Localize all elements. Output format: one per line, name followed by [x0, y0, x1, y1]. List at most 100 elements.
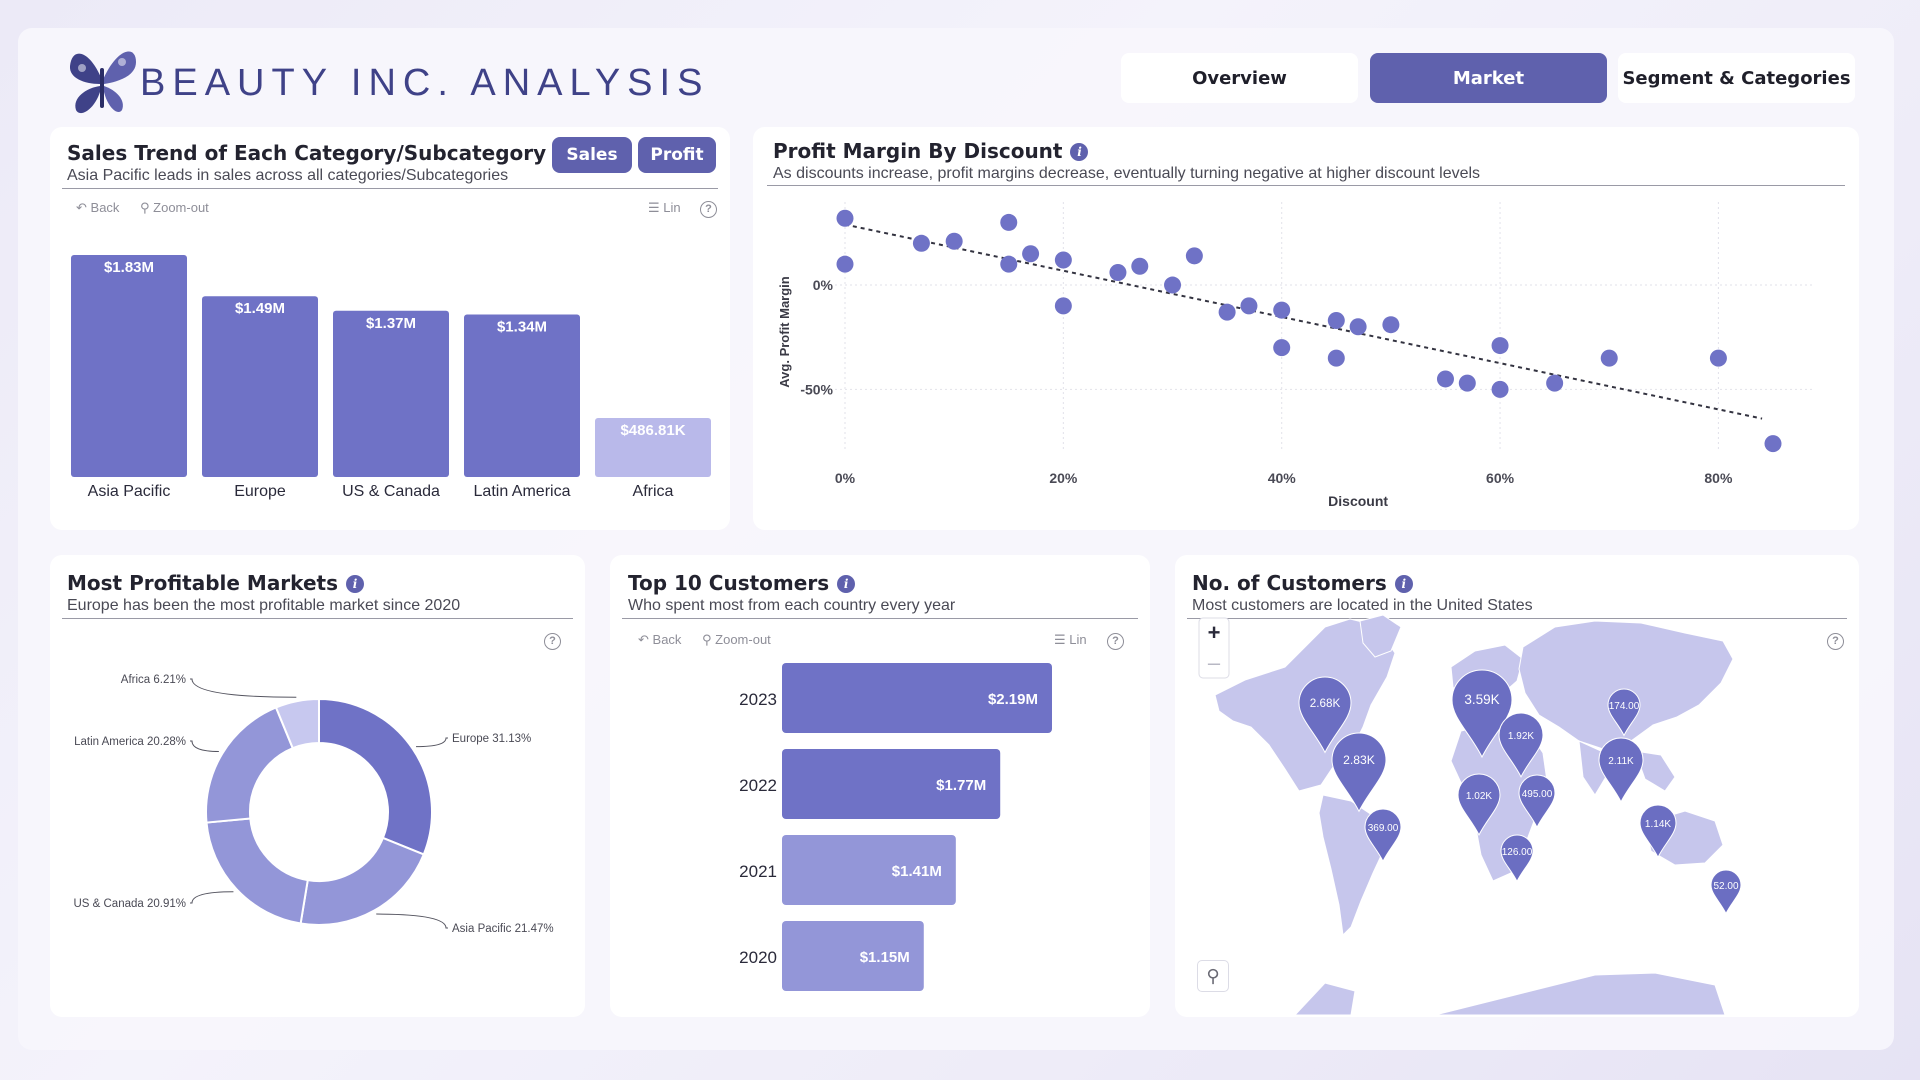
scatter-point[interactable] [1491, 380, 1509, 398]
help-icon[interactable]: ? [1827, 633, 1844, 650]
scatter-point[interactable] [1709, 349, 1727, 367]
scatter-point[interactable] [1764, 435, 1782, 453]
bar-latin-america[interactable] [464, 314, 580, 477]
map-pin-label: 495.00 [1522, 789, 1553, 800]
map-pin-label: 174.00 [1609, 701, 1640, 712]
tab-segment-categories[interactable]: Segment & Categories [1618, 53, 1855, 103]
zoom-out-label: Zoom-out [153, 200, 209, 215]
bar-year-2021[interactable] [782, 835, 956, 905]
bar-us-canada[interactable] [333, 310, 449, 477]
scatter-point[interactable] [912, 234, 930, 252]
tab-overview[interactable]: Overview [1121, 53, 1358, 103]
bar-year-2023[interactable] [782, 663, 1052, 733]
location-pin-icon[interactable]: ⚲ [1197, 960, 1229, 992]
map-pin-icon[interactable] [1498, 712, 1544, 778]
leader-line [190, 740, 219, 752]
leader-line [190, 891, 234, 904]
zoom-out-button[interactable]: ⚲ Zoom-out [140, 200, 209, 216]
map-pin-icon[interactable] [1451, 669, 1513, 759]
scatter-point[interactable] [1436, 370, 1454, 388]
map-pin-label: 126.00 [1502, 847, 1533, 858]
back-button[interactable]: ↶ Back [638, 632, 681, 648]
map-pin-icon[interactable] [1500, 834, 1534, 883]
bar-year-label: 2022 [739, 776, 777, 795]
info-icon[interactable]: i [345, 575, 364, 593]
sales-toggle-button[interactable]: Sales [552, 137, 632, 173]
map-pin-icon[interactable] [1710, 869, 1742, 915]
world-map[interactable]: 2.68K 2.83K 3.59K 1.92K 174.00 2.11K 1.02K 495.… [1175, 555, 1859, 1017]
bar-category-label: Asia Pacific [88, 483, 171, 500]
scatter-point[interactable] [1273, 301, 1291, 319]
donut-slice-europe[interactable] [318, 697, 433, 856]
top-customers-title: Top 10 Customers i [628, 571, 856, 595]
bar-africa[interactable] [595, 417, 711, 477]
scatter-point[interactable] [1022, 245, 1040, 263]
bar-year-2020[interactable] [782, 921, 924, 991]
bar-year-2022[interactable] [782, 749, 1001, 819]
map-pin-icon[interactable] [1457, 773, 1501, 837]
profit-margin-title-text: Profit Margin By Discount [773, 139, 1063, 163]
bar-value-label: $1.83M [104, 259, 154, 276]
scatter-point[interactable] [1491, 337, 1509, 355]
map-pin-icon[interactable] [1364, 808, 1402, 863]
info-icon[interactable]: i [1394, 575, 1413, 593]
back-button[interactable]: ↶ Back [76, 200, 119, 216]
scatter-point[interactable] [945, 232, 963, 250]
scatter-point[interactable] [1109, 264, 1127, 282]
help-icon[interactable]: ? [1107, 633, 1124, 650]
scatter-point[interactable] [1600, 349, 1618, 367]
map-pin-label: 3.59K [1464, 692, 1499, 707]
scatter-point[interactable] [1349, 318, 1367, 336]
list-toggle-button[interactable]: ☰ Lin [648, 200, 681, 216]
scatter-point[interactable] [836, 255, 854, 273]
scatter-point[interactable] [1546, 374, 1564, 392]
map-zoom-in-button[interactable]: + [1207, 620, 1221, 645]
profit-toggle-button[interactable]: Profit [638, 137, 716, 173]
scatter-point[interactable] [1273, 339, 1291, 357]
scatter-point[interactable] [1240, 297, 1258, 315]
scatter-point[interactable] [1131, 257, 1149, 275]
profitable-markets-donut: Europe 31.13% Asia Pacific 21.47% US & Can… [73, 674, 553, 935]
scatter-point[interactable] [1327, 312, 1345, 330]
x-tick-label: 60% [1486, 470, 1515, 486]
bar-asia-pacific[interactable] [71, 255, 187, 477]
donut-slice-africa[interactable] [274, 697, 320, 750]
scatter-point[interactable] [1218, 303, 1236, 321]
donut-slice-us-canada[interactable] [205, 817, 309, 925]
scatter-point[interactable] [1054, 297, 1072, 315]
map-pin-icon[interactable] [1331, 732, 1387, 813]
donut-slice-latin-america[interactable] [205, 706, 295, 824]
scatter-point[interactable] [1000, 255, 1018, 273]
tab-market[interactable]: Market [1370, 53, 1607, 103]
scatter-point[interactable] [1185, 247, 1203, 265]
top-customers-title-text: Top 10 Customers [628, 571, 830, 595]
donut-slice-asia-pacific[interactable] [299, 836, 426, 926]
map-pin-icon[interactable] [1298, 676, 1352, 754]
bar-value-label: $1.15M [860, 949, 910, 966]
info-icon[interactable]: i [1070, 143, 1089, 161]
bar-europe[interactable] [202, 296, 318, 477]
profitable-markets-title: Most Profitable Markets i [67, 571, 364, 595]
map-pin-icon[interactable] [1607, 688, 1641, 737]
map-zoom-out-button[interactable]: – [1207, 650, 1221, 675]
list-toggle-button[interactable]: ☰ Lin [1054, 632, 1087, 648]
help-icon[interactable]: ? [544, 633, 561, 650]
bar-category-label: US & Canada [342, 483, 440, 500]
donut-label: Latin America 20.28% [74, 736, 186, 748]
scatter-point[interactable] [1164, 276, 1182, 294]
info-icon[interactable]: i [837, 575, 856, 593]
scatter-point[interactable] [1327, 349, 1345, 367]
bar-value-label: $486.81K [620, 422, 685, 439]
map-pin-icon[interactable] [1598, 737, 1644, 803]
map-pin-icon[interactable] [1639, 804, 1677, 859]
scatter-point[interactable] [836, 209, 854, 227]
map-pin-icon[interactable] [1518, 774, 1556, 829]
scatter-point[interactable] [1000, 213, 1018, 231]
scatter-point[interactable] [1054, 251, 1072, 269]
bar-category-label: Latin America [474, 483, 571, 500]
help-icon[interactable]: ? [700, 201, 717, 218]
scatter-point[interactable] [1458, 374, 1476, 392]
scatter-point[interactable] [1382, 316, 1400, 334]
zoom-out-button[interactable]: ⚲ Zoom-out [702, 632, 771, 648]
donut-label: Africa 6.21% [121, 674, 186, 686]
